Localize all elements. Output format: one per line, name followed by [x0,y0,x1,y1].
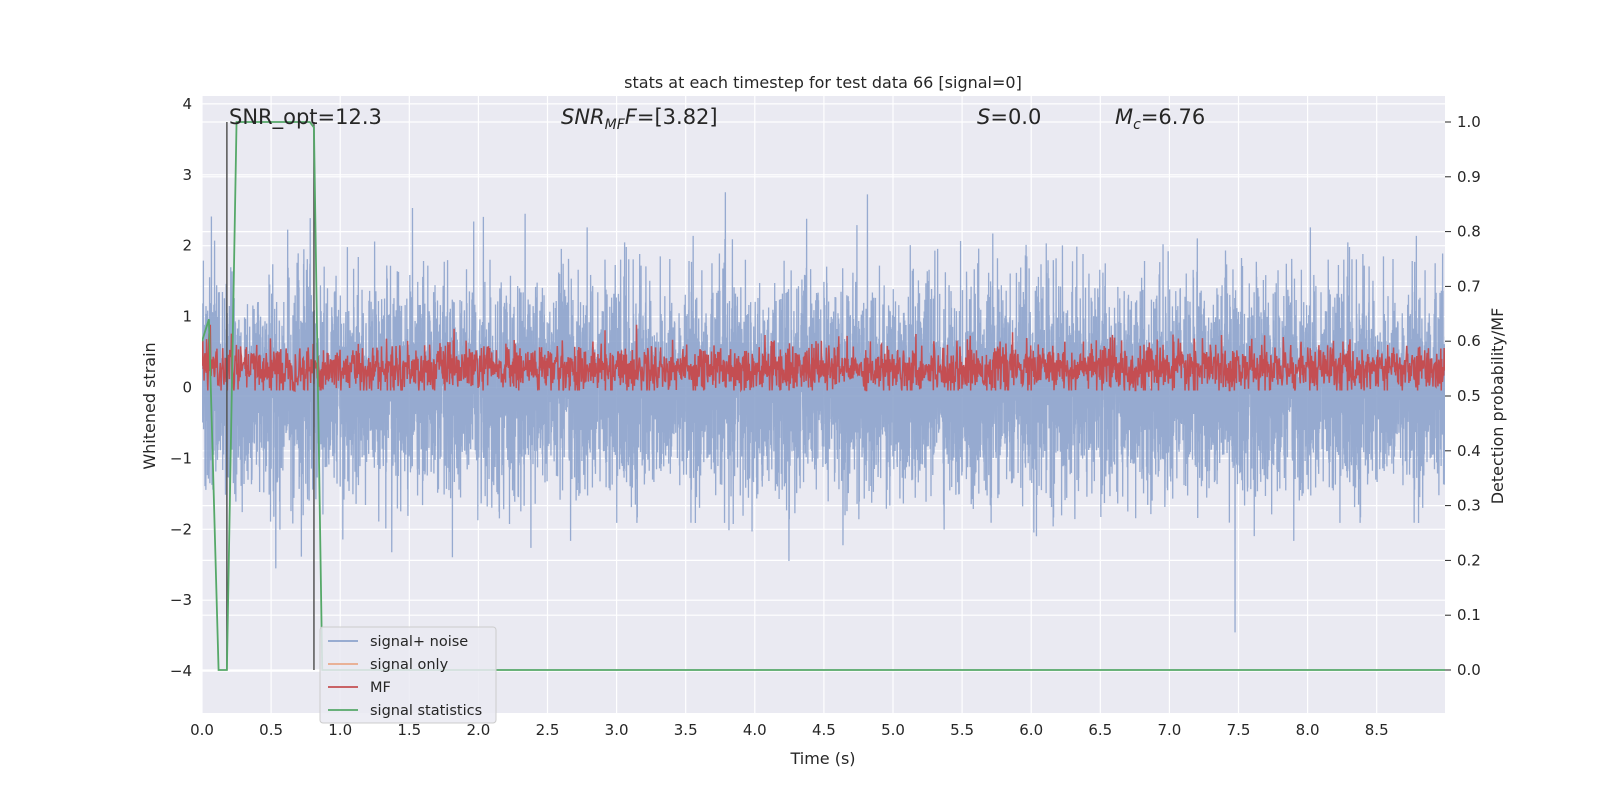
x-tick-label: 1.5 [397,721,421,739]
chart-title: stats at each timestep for test data 66 … [624,73,1022,92]
y-left-tick-label: −1 [170,449,192,467]
annotation-snr-mf-sub: MF [605,117,626,133]
y-axis-right-label: Detection probability/MF [1488,308,1507,505]
x-tick-label: 8.0 [1296,721,1320,739]
y-right-tick-label: 0.3 [1457,497,1481,515]
y-right-tick-label: 1.0 [1457,113,1481,131]
y-left-tick-label: −2 [170,520,192,538]
y-axis-left-label: Whitened strain [140,342,159,469]
annotation-mc-sub: c [1133,117,1141,133]
x-tick-label: 4.0 [743,721,767,739]
x-tick-label: 6.5 [1088,721,1112,739]
annotation-snr-mf-value: =[3.82] [637,105,718,129]
x-tick-label: 3.5 [674,721,698,739]
y-left-tick-label: −3 [170,591,192,609]
annotation-snr-mf: SNRMFF=[3.82] [561,105,718,133]
x-tick-label: 2.0 [466,721,490,739]
legend-box [319,626,497,724]
x-axis-label: Time (s) [789,749,855,768]
y-right-tick-label: 0.2 [1457,551,1481,569]
annotation-s-value: =0.0 [990,105,1041,129]
legend: signal+ noise signal only MF signal statist… [319,626,497,724]
x-tick-label: 7.0 [1157,721,1181,739]
x-tick-label: 1.0 [328,721,352,739]
y-right-tick-label: 0.0 [1457,661,1481,679]
legend-label: signal+ noise [370,634,468,650]
x-tick-label: 8.5 [1365,721,1389,739]
y-right-tick-label: 0.9 [1457,168,1481,186]
y-right-tick-label: 0.5 [1457,387,1481,405]
x-tick-label: 2.5 [536,721,560,739]
y-right-tick-label: 0.7 [1457,277,1481,295]
x-tick-label: 3.0 [605,721,629,739]
tick-layer: 0.0 0.5 1.0 1.5 2.0 2.5 3.0 3.5 4.0 4.5 5.0 5.5 6.0 6… [170,95,1481,739]
annotation-snr-mf-main: SNR [561,105,605,129]
x-tick-label: 0.0 [190,721,214,739]
x-tick-label: 4.5 [812,721,836,739]
y-left-tick-label: 3 [182,166,192,184]
annotation-snr-opt: SNR_opt=12.3 [229,105,382,130]
y-right-tick-label: 0.8 [1457,223,1481,241]
annotation-s-main: S [977,105,990,129]
y-right-tick-label: 0.4 [1457,442,1481,460]
annotation-s: S=0.0 [977,105,1041,129]
annotation-mc: Mc=6.76 [1115,105,1205,133]
x-tick-label: 5.0 [881,721,905,739]
legend-label: signal statistics [370,703,482,719]
legend-label: signal only [370,657,449,673]
data-layer [202,121,1445,671]
y-left-tick-label: 0 [182,379,192,397]
y-left-tick-label: −4 [170,662,192,680]
legend-label: MF [370,680,391,696]
x-tick-label: 5.5 [950,721,974,739]
y-right-tick-label: 0.6 [1457,332,1481,350]
y-left-tick-label: 4 [182,95,192,113]
annotation-mc-value: =6.76 [1141,105,1205,129]
y-left-tick-label: 2 [182,237,192,255]
signal-statistics-series [202,121,1445,671]
x-tick-label: 7.5 [1227,721,1251,739]
x-tick-label: 0.5 [259,721,283,739]
mf-series [202,324,1445,393]
y-right-tick-label: 0.1 [1457,606,1481,624]
annotation-snr-mf-f: F [625,105,638,129]
annotation-mc-main: M [1115,105,1133,129]
x-tick-label: 6.0 [1019,721,1043,739]
y-left-tick-label: 1 [182,308,192,326]
